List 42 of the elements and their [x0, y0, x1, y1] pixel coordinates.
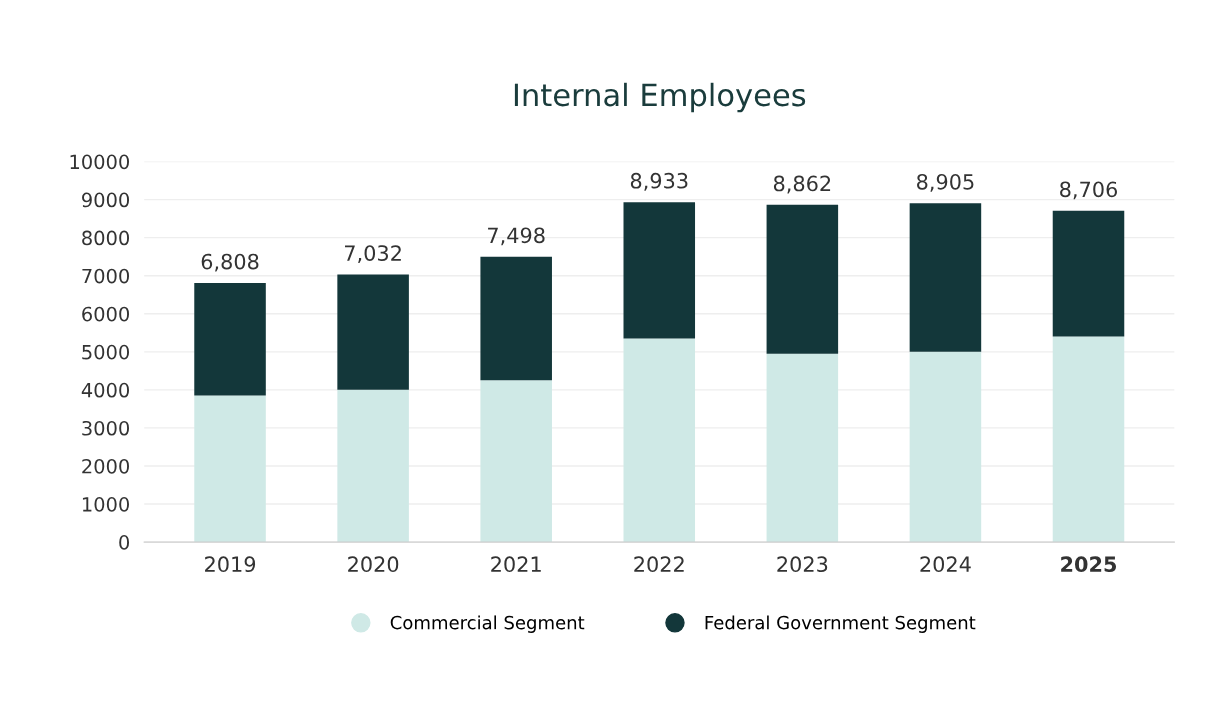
y-tick-label: 7000: [82, 268, 130, 284]
x-tick-label: 2021: [491, 556, 541, 573]
legend-label: Commercial Segment: [390, 615, 585, 633]
bar: [194, 395, 266, 543]
bar: [909, 351, 982, 543]
x-tick-label: 2019: [205, 556, 256, 573]
y-tick-label: 8000: [82, 230, 130, 246]
bar: [337, 274, 409, 390]
y-tick-label: 0: [119, 535, 130, 550]
y-tick-label: 4000: [81, 382, 130, 398]
y-tick-label: 2000: [82, 458, 130, 474]
bar: [623, 202, 696, 339]
total-label: 7,032: [345, 245, 401, 264]
y-tick-label: 6000: [82, 306, 130, 322]
bar: [480, 380, 552, 543]
x-tick-label: 2024: [920, 556, 971, 573]
y-tick-label: 5000: [82, 344, 130, 360]
bar: [194, 283, 266, 396]
x-tick-label: 2025: [1061, 556, 1117, 573]
bar: [1052, 336, 1125, 543]
x-tick-label: 2022: [634, 556, 684, 573]
bar: [766, 353, 839, 543]
y-tick-label: 10000: [70, 154, 130, 170]
bar: [909, 203, 982, 352]
legend-label: Federal Government Segment: [705, 615, 976, 633]
bar: [337, 389, 409, 543]
x-tick-label: 2020: [348, 556, 399, 573]
bar: [1052, 210, 1125, 337]
bar: [480, 256, 552, 381]
total-label: 8,862: [773, 175, 831, 194]
total-label: 6,808: [201, 253, 259, 272]
bar: [623, 338, 696, 543]
bar: [766, 204, 839, 354]
total-label: 8,706: [1060, 181, 1118, 200]
total-label: 7,498: [488, 227, 545, 246]
y-tick-label: 3000: [82, 420, 130, 436]
y-tick-label: 9000: [82, 192, 130, 208]
x-tick-label: 2023: [777, 556, 828, 573]
y-tick-label: 1000: [82, 496, 130, 512]
total-label: 8,905: [917, 173, 974, 192]
total-label: 8,933: [630, 172, 688, 191]
chart-title: Internal Employees: [514, 82, 806, 113]
